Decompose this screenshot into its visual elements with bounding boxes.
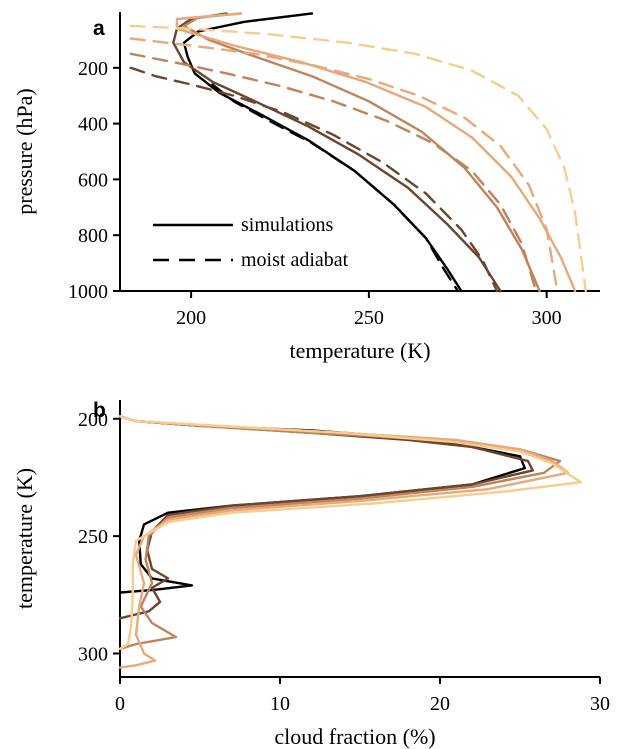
y-tick-label: 300 — [78, 644, 108, 666]
x-tick-label: 300 — [532, 307, 562, 329]
simulation-line — [118, 415, 582, 650]
moist-adiabat-line — [129, 52, 538, 293]
x-tick-label: 30 — [590, 693, 610, 715]
x-axis-label: cloud fraction (%) — [274, 724, 435, 749]
legend: simulations moist adiabat — [153, 214, 349, 271]
y-tick-label: 600 — [78, 169, 108, 191]
x-tick-label: 200 — [176, 307, 206, 329]
x-tick-label: 20 — [430, 693, 450, 715]
y-axis-label: temperature (K) — [12, 468, 37, 609]
legend-label: simulations — [241, 214, 333, 236]
simulation-line — [182, 12, 541, 293]
x-axis-label: temperature (K) — [289, 338, 430, 363]
simulation-line — [118, 415, 562, 650]
legend-label: moist adiabat — [241, 249, 349, 271]
x-tick-label: 0 — [115, 693, 125, 715]
panel-a: 200 250 300 200 400 600 800 1000 temperature (K)… — [12, 12, 600, 363]
panel-b: 0 10 20 30 200 250 300 cloud fraction (%) temper… — [12, 399, 610, 749]
panel-label: b — [93, 399, 106, 422]
moist-adiabat-line — [129, 37, 559, 293]
y-tick-label: 1000 — [68, 281, 108, 303]
moist-adiabat-line — [211, 83, 459, 293]
x-tick-label: 10 — [270, 693, 290, 715]
y-tick-label: 800 — [78, 225, 108, 247]
x-tick-label: 250 — [354, 307, 384, 329]
panel-label: a — [93, 17, 105, 40]
moist-adiabat-line — [129, 66, 499, 293]
y-tick-label: 200 — [78, 409, 108, 431]
simulation-line — [175, 12, 577, 293]
y-tick-label: 200 — [78, 58, 108, 80]
y-tick-label: 250 — [78, 526, 108, 548]
moist-adiabat-line — [129, 24, 587, 293]
y-tick-label: 400 — [78, 114, 108, 136]
y-axis-label: pressure (hPa) — [12, 88, 37, 214]
